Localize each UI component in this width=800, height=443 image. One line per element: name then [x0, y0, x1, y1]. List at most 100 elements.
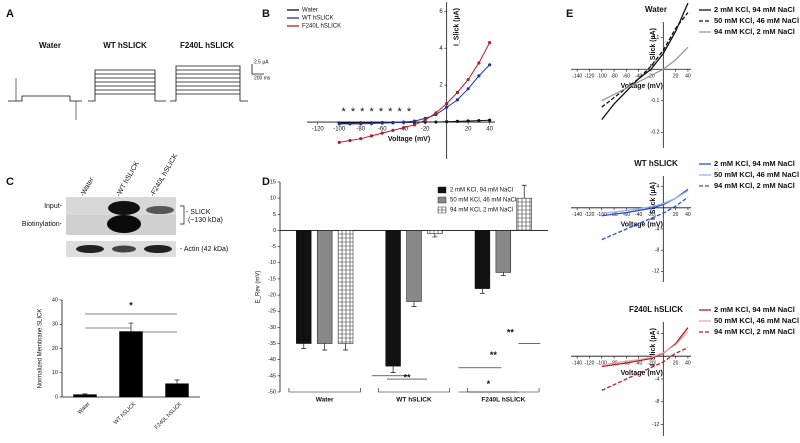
y-tick-label: 30 — [52, 322, 58, 328]
legend-swatch — [437, 196, 447, 204]
y-axis-label: Normalized Membrane SLICK — [38, 309, 44, 389]
x-tick-label: Water — [316, 397, 334, 404]
x-tick-label: -80 — [610, 74, 617, 80]
series-line — [601, 196, 689, 241]
panel-letter: B — [262, 8, 270, 20]
point — [466, 77, 470, 82]
point — [337, 140, 341, 144]
bar — [119, 331, 143, 398]
annotation: * — [487, 379, 491, 389]
y-tick-label: 4 — [657, 331, 660, 337]
bar — [495, 230, 512, 273]
point — [477, 118, 481, 123]
y-tick-label: 5 — [273, 212, 276, 218]
y-tick-label: -45 — [268, 373, 276, 379]
x-tick-label: -60 — [623, 74, 630, 80]
series-line — [601, 2, 689, 121]
annotation: ** — [507, 327, 515, 337]
point — [445, 101, 449, 106]
y-tick-label: 15 — [270, 179, 276, 185]
point — [445, 105, 449, 109]
point — [412, 119, 417, 123]
category-bracket — [288, 388, 361, 393]
legend-swatch — [437, 186, 447, 194]
lane-label: -WT hSLICK — [115, 160, 141, 198]
y-tick-label: 0 — [273, 228, 276, 234]
error-bar — [500, 272, 506, 277]
lane-label: -F240L hSLICK — [149, 153, 179, 198]
category-bracket — [377, 388, 451, 393]
scale-label: 2.5 µA — [254, 59, 269, 65]
y-tick-label: -0.1 — [651, 98, 660, 104]
panel-letter: C — [6, 176, 14, 188]
error-bar — [411, 301, 417, 307]
blot-row-label: Input- — [44, 203, 63, 210]
point — [348, 122, 352, 126]
point — [402, 126, 406, 130]
y-tick-label: 40 — [52, 297, 58, 303]
legend-label: 2 mM KCl, 94 mM NaCl — [714, 305, 795, 314]
point — [445, 120, 449, 124]
legend-label: 94 mM KCl, 2 mM NaCl — [714, 27, 795, 36]
annotation: * * * * * * * * — [342, 106, 413, 118]
y-tick-label: 4 — [439, 46, 443, 52]
point — [477, 74, 481, 78]
trace-label: Water — [39, 41, 61, 50]
error-bar — [390, 366, 396, 373]
point — [455, 98, 459, 102]
x-tick-label: -40 — [399, 127, 408, 133]
x-tick-label: -120 — [584, 361, 594, 367]
point — [423, 118, 427, 122]
series-line — [601, 12, 689, 108]
error-bar — [174, 379, 180, 384]
x-axis-label: Voltage (mV) — [388, 136, 430, 143]
x-tick-label: 40 — [685, 212, 691, 218]
x-tick-label: 20 — [673, 212, 679, 218]
band-label: - Actin (42 kDa) — [180, 246, 228, 253]
panel-letter: A — [6, 8, 14, 20]
point — [369, 121, 374, 126]
point — [337, 122, 341, 126]
scale-label: 200 ms — [254, 75, 271, 81]
legend-label: F240L hSLICK — [302, 24, 341, 30]
series-line — [601, 347, 689, 391]
point — [488, 118, 492, 122]
y-tick-label: -20 — [268, 293, 276, 299]
point — [466, 87, 470, 91]
y-axis-label: I_Slick (µA) — [650, 328, 657, 366]
error-bar — [128, 322, 134, 332]
y-tick-label: -8 — [655, 248, 660, 254]
x-tick-label: -140 — [572, 74, 582, 80]
point — [434, 111, 438, 115]
y-axis-label: I_Slick (µA) — [650, 28, 657, 66]
legend-label: 94 mM KCl, 2 mM NaCl — [714, 181, 795, 190]
bar — [73, 394, 97, 398]
bar — [406, 230, 422, 302]
y-tick-label: 10 — [52, 370, 58, 376]
bar — [316, 230, 333, 344]
x-tick-label: -40 — [635, 212, 642, 218]
y-tick-label: -15 — [268, 276, 276, 282]
x-tick-label: 40 — [486, 127, 493, 133]
point — [369, 134, 374, 138]
error-bar — [322, 343, 328, 351]
point — [466, 119, 470, 123]
point — [348, 138, 352, 143]
x-tick-label: -80 — [356, 127, 365, 133]
series-line — [601, 46, 689, 102]
y-tick-label: -8 — [655, 399, 660, 405]
x-tick-label: -120 — [584, 212, 594, 218]
legend-label: 94 mM KCl, 2 mM NaCl — [714, 327, 795, 336]
x-tick-label: -100 — [597, 361, 607, 367]
band-label: - SLICK — [186, 209, 211, 216]
y-tick-label: -4 — [655, 376, 660, 382]
error-bar — [343, 343, 349, 351]
x-tick-label: F240L hSLICK — [481, 397, 525, 404]
annotation: ** — [403, 373, 411, 383]
x-tick-label: -60 — [623, 212, 630, 218]
blot: Input- Biotinylation- -Water -WT hSLICK … — [22, 153, 228, 257]
x-tick-label: -40 — [635, 74, 642, 80]
point — [391, 128, 395, 132]
x-tick-label: -20 — [647, 212, 654, 218]
y-tick-label: -5 — [271, 244, 276, 250]
